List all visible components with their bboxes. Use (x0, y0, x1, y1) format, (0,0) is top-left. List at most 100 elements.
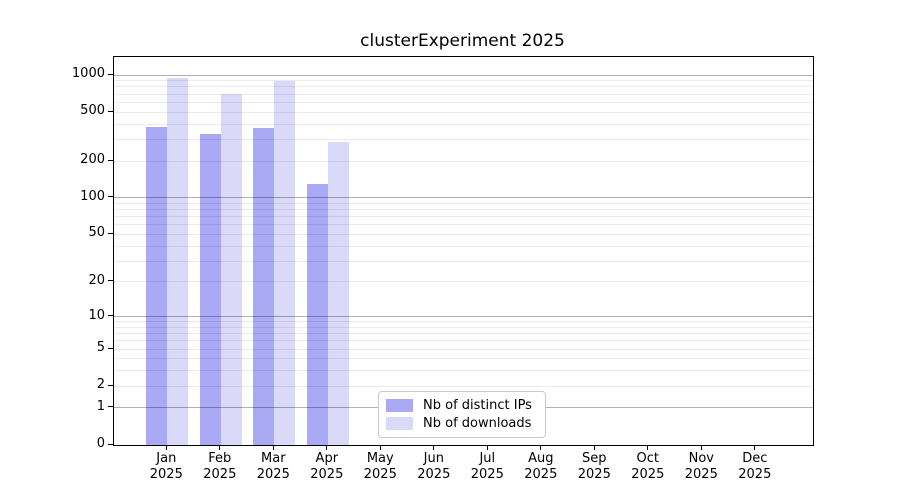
x-tick-month: Feb (208, 451, 232, 466)
minor-gridline (114, 202, 813, 204)
y-tick-mark (108, 159, 113, 161)
chart-title: clusterExperiment 2025 (360, 31, 565, 51)
y-tick-mark (108, 315, 113, 317)
x-tick-year: 2025 (577, 467, 611, 482)
y-tick-label: 2 (96, 377, 105, 393)
x-tick-month: Aug (528, 451, 554, 466)
minor-gridline (114, 216, 813, 218)
x-tick-month: Mar (261, 451, 286, 466)
y-tick-label: 0 (96, 436, 105, 451)
minor-gridline (114, 123, 813, 125)
x-tick-label-nov: Nov 2025 (671, 451, 731, 483)
legend-entry-distinct-ips: Nb of distinct IPs (386, 398, 537, 413)
x-tick-year: 2025 (149, 467, 183, 482)
x-tick-mark (700, 445, 702, 450)
x-tick-year: 2025 (310, 467, 344, 482)
x-tick-year: 2025 (256, 467, 290, 482)
minor-gridline (114, 245, 813, 247)
y-tick-mark (108, 347, 113, 349)
y-tick-mark (108, 110, 113, 112)
x-tick-mark (540, 445, 542, 450)
x-tick-label-sep: Sep 2025 (564, 451, 624, 483)
y-tick-mark (108, 196, 113, 198)
minor-gridline (114, 160, 813, 162)
minor-gridline (114, 111, 813, 113)
x-tick-label-dec: Dec 2025 (725, 451, 785, 483)
y-tick-label: 200 (80, 152, 105, 167)
x-tick-label-jul: Jul 2025 (457, 451, 517, 483)
x-tick-mark (219, 445, 221, 450)
x-tick-year: 2025 (363, 467, 397, 482)
x-tick-label-mar: Mar 2025 (243, 451, 303, 483)
major-gridline (114, 316, 813, 318)
y-tick-mark (108, 406, 113, 408)
legend-swatch-distinct-ips (386, 399, 413, 412)
bar-feb-downloads (220, 94, 242, 445)
minor-gridline (114, 93, 813, 95)
minor-gridline (114, 233, 813, 235)
y-tick-label: 1 (96, 398, 105, 414)
minor-gridline (114, 224, 813, 226)
x-tick-month: Jun (423, 451, 444, 466)
x-tick-mark (379, 445, 381, 450)
y-tick-label: 50 (88, 225, 105, 241)
x-tick-year: 2025 (684, 467, 718, 482)
minor-gridline (114, 385, 813, 387)
bar-jan-distinct-ips (146, 127, 168, 445)
x-tick-month: Jul (479, 451, 496, 466)
x-tick-mark (593, 445, 595, 450)
y-tick-label: 100 (80, 188, 105, 204)
y-tick-label: 10 (88, 307, 105, 323)
y-tick-mark (108, 384, 113, 386)
y-tick-label: 5 (96, 340, 105, 355)
x-tick-month: May (366, 451, 394, 466)
x-tick-month: Jan (156, 451, 177, 466)
minor-gridline (114, 260, 813, 262)
x-tick-year: 2025 (738, 467, 772, 482)
legend-entry-downloads: Nb of downloads (386, 416, 537, 431)
minor-gridline (114, 370, 813, 372)
minor-gridline (114, 80, 813, 82)
minor-gridline (114, 340, 813, 342)
major-gridline (114, 197, 813, 199)
minor-gridline (114, 86, 813, 88)
x-tick-mark (165, 445, 167, 450)
x-tick-year: 2025 (470, 467, 504, 482)
bar-mar-downloads (274, 81, 296, 445)
x-tick-year: 2025 (203, 467, 237, 482)
x-tick-mark (326, 445, 328, 450)
bar-feb-distinct-ips (199, 134, 221, 445)
y-tick-mark (108, 280, 113, 282)
minor-gridline (114, 326, 813, 328)
y-tick-mark (108, 232, 113, 234)
x-tick-year: 2025 (631, 467, 665, 482)
minor-gridline (114, 321, 813, 323)
plot-area (113, 56, 814, 446)
x-tick-mark (647, 445, 649, 450)
minor-gridline (114, 348, 813, 350)
x-tick-mark (486, 445, 488, 450)
minor-gridline (114, 209, 813, 211)
x-tick-year: 2025 (524, 467, 558, 482)
x-tick-label-jun: Jun 2025 (404, 451, 464, 483)
legend-label-downloads: Nb of downloads (423, 416, 532, 431)
bar-apr-distinct-ips (306, 183, 328, 445)
x-tick-month: Oct (636, 451, 660, 466)
x-tick-month: Dec (742, 451, 768, 466)
x-tick-label-may: May 2025 (350, 451, 410, 483)
y-tick-mark (108, 443, 113, 445)
x-tick-month: Sep (582, 451, 607, 466)
bar-apr-downloads (327, 142, 349, 445)
minor-gridline (114, 333, 813, 335)
major-gridline (114, 74, 813, 76)
x-tick-mark (272, 445, 274, 450)
legend: Nb of distinct IPs Nb of downloads (378, 391, 546, 438)
bar-mar-distinct-ips (253, 128, 275, 445)
y-tick-mark (108, 73, 113, 75)
x-tick-label-oct: Oct 2025 (618, 451, 678, 483)
x-tick-month: Apr (315, 451, 339, 466)
x-tick-year: 2025 (417, 467, 451, 482)
bar-jan-downloads (167, 78, 189, 445)
minor-gridline (114, 358, 813, 360)
